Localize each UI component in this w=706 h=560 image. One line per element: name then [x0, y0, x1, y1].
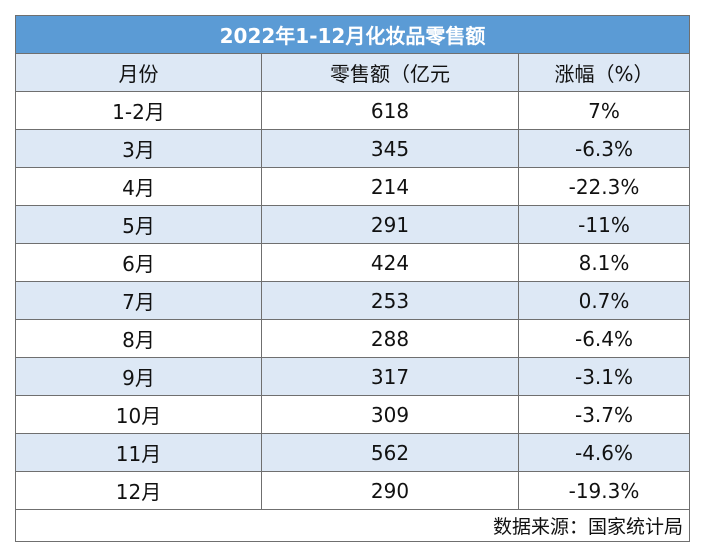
- cell-growth: -19.3%: [518, 471, 690, 510]
- source-note: 数据来源：国家统计局: [15, 509, 690, 542]
- cell-retail-sales: 618: [261, 91, 519, 130]
- cell-month: 5月: [15, 205, 262, 244]
- table-row: 12月 290 -19.3%: [15, 471, 690, 510]
- retail-sales-table: 2022年1-12月化妆品零售额 月份 零售额（亿元 涨幅（%） 1-2月 618…: [15, 15, 690, 542]
- cell-month: 3月: [15, 129, 262, 168]
- cell-growth: -11%: [518, 205, 690, 244]
- table-title: 2022年1-12月化妆品零售额: [15, 15, 690, 54]
- column-header-retail-sales: 零售额（亿元: [261, 53, 519, 92]
- cell-retail-sales: 345: [261, 129, 519, 168]
- cell-growth: -3.1%: [518, 357, 690, 396]
- cell-month: 1-2月: [15, 91, 262, 130]
- cell-growth: -6.3%: [518, 129, 690, 168]
- column-header-growth: 涨幅（%）: [518, 53, 690, 92]
- cell-month: 7月: [15, 281, 262, 320]
- cell-retail-sales: 253: [261, 281, 519, 320]
- cell-retail-sales: 424: [261, 243, 519, 282]
- table-row: 3月 345 -6.3%: [15, 129, 690, 168]
- cell-month: 10月: [15, 395, 262, 434]
- source-row: 数据来源：国家统计局: [15, 509, 690, 542]
- cell-retail-sales: 317: [261, 357, 519, 396]
- table-header-row: 月份 零售额（亿元 涨幅（%）: [15, 53, 690, 92]
- cell-month: 6月: [15, 243, 262, 282]
- cell-growth: -6.4%: [518, 319, 690, 358]
- cell-month: 11月: [15, 433, 262, 472]
- table-row: 1-2月 618 7%: [15, 91, 690, 130]
- cell-growth: -3.7%: [518, 395, 690, 434]
- cell-retail-sales: 214: [261, 167, 519, 206]
- table-row: 9月 317 -3.1%: [15, 357, 690, 396]
- cell-growth: -22.3%: [518, 167, 690, 206]
- column-header-month: 月份: [15, 53, 262, 92]
- cell-growth: 7%: [518, 91, 690, 130]
- cell-growth: -4.6%: [518, 433, 690, 472]
- table-row: 11月 562 -4.6%: [15, 433, 690, 472]
- table-row: 5月 291 -11%: [15, 205, 690, 244]
- cell-month: 9月: [15, 357, 262, 396]
- table-row: 8月 288 -6.4%: [15, 319, 690, 358]
- cell-growth: 8.1%: [518, 243, 690, 282]
- table-row: 4月 214 -22.3%: [15, 167, 690, 206]
- table-row: 7月 253 0.7%: [15, 281, 690, 320]
- cell-retail-sales: 562: [261, 433, 519, 472]
- cell-retail-sales: 309: [261, 395, 519, 434]
- cell-retail-sales: 288: [261, 319, 519, 358]
- cell-month: 8月: [15, 319, 262, 358]
- cell-month: 12月: [15, 471, 262, 510]
- cell-retail-sales: 291: [261, 205, 519, 244]
- table-row: 6月 424 8.1%: [15, 243, 690, 282]
- cell-growth: 0.7%: [518, 281, 690, 320]
- table-body: 1-2月 618 7% 3月 345 -6.3% 4月 214 -22.3% 5月 291 -11% 6…: [15, 91, 690, 510]
- cell-month: 4月: [15, 167, 262, 206]
- table-row: 10月 309 -3.7%: [15, 395, 690, 434]
- table-title-row: 2022年1-12月化妆品零售额: [15, 15, 690, 54]
- cell-retail-sales: 290: [261, 471, 519, 510]
